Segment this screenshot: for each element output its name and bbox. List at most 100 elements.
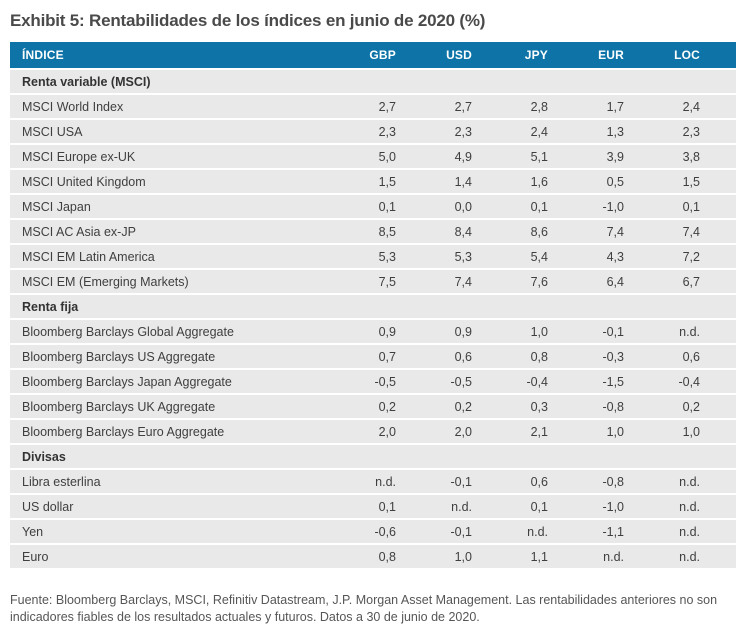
value-cell: -0,1 xyxy=(432,470,508,493)
value-cell: -0,5 xyxy=(432,370,508,393)
value-cell: 7,4 xyxy=(432,270,508,293)
column-header-usd: USD xyxy=(432,42,508,68)
table-row: MSCI AC Asia ex-JP 8,5 8,4 8,6 7,4 7,4 xyxy=(10,220,736,243)
value-cell: 2,3 xyxy=(660,120,736,143)
value-cell: -0,1 xyxy=(584,320,660,343)
value-cell: -1,1 xyxy=(584,520,660,543)
value-cell: -0,3 xyxy=(584,345,660,368)
section-label: Divisas xyxy=(10,445,736,468)
value-cell: -0,8 xyxy=(584,395,660,418)
row-label: Yen xyxy=(10,520,356,543)
value-cell: 2,1 xyxy=(508,420,584,443)
value-cell: 0,2 xyxy=(356,395,432,418)
value-cell: 1,5 xyxy=(660,170,736,193)
value-cell: 2,4 xyxy=(508,120,584,143)
value-cell: 1,5 xyxy=(356,170,432,193)
value-cell: n.d. xyxy=(660,545,736,568)
value-cell: 0,6 xyxy=(432,345,508,368)
row-label: Bloomberg Barclays Euro Aggregate xyxy=(10,420,356,443)
row-label: Bloomberg Barclays Japan Aggregate xyxy=(10,370,356,393)
value-cell: 8,6 xyxy=(508,220,584,243)
column-header-eur: EUR xyxy=(584,42,660,68)
value-cell: 1,0 xyxy=(584,420,660,443)
value-cell: 7,2 xyxy=(660,245,736,268)
table-body: Renta variable (MSCI) MSCI World Index 2,7… xyxy=(10,70,736,568)
value-cell: 0,1 xyxy=(356,195,432,218)
value-cell: 2,4 xyxy=(660,95,736,118)
value-cell: 7,6 xyxy=(508,270,584,293)
value-cell: 1,0 xyxy=(660,420,736,443)
value-cell: n.d. xyxy=(356,470,432,493)
value-cell: 1,7 xyxy=(584,95,660,118)
row-label: Bloomberg Barclays Global Aggregate xyxy=(10,320,356,343)
value-cell: 5,0 xyxy=(356,145,432,168)
value-cell: 8,4 xyxy=(432,220,508,243)
section-label: Renta fija xyxy=(10,295,736,318)
value-cell: 1,3 xyxy=(584,120,660,143)
value-cell: 0,1 xyxy=(660,195,736,218)
value-cell: 1,6 xyxy=(508,170,584,193)
table-row: MSCI Europe ex-UK 5,0 4,9 5,1 3,9 3,8 xyxy=(10,145,736,168)
value-cell: 7,4 xyxy=(584,220,660,243)
table-row: Bloomberg Barclays Japan Aggregate -0,5 -0… xyxy=(10,370,736,393)
value-cell: 0,0 xyxy=(432,195,508,218)
value-cell: -0,6 xyxy=(356,520,432,543)
value-cell: 2,0 xyxy=(432,420,508,443)
table-row: MSCI EM (Emerging Markets) 7,5 7,4 7,6 6,4 6,… xyxy=(10,270,736,293)
table-row: MSCI EM Latin America 5,3 5,3 5,4 4,3 7,2 xyxy=(10,245,736,268)
value-cell: n.d. xyxy=(660,470,736,493)
value-cell: 2,3 xyxy=(432,120,508,143)
row-label: Bloomberg Barclays UK Aggregate xyxy=(10,395,356,418)
value-cell: 5,4 xyxy=(508,245,584,268)
value-cell: n.d. xyxy=(432,495,508,518)
value-cell: 0,7 xyxy=(356,345,432,368)
value-cell: 7,5 xyxy=(356,270,432,293)
value-cell: 6,7 xyxy=(660,270,736,293)
value-cell: 0,6 xyxy=(660,345,736,368)
value-cell: n.d. xyxy=(660,520,736,543)
row-label: MSCI USA xyxy=(10,120,356,143)
table-row: MSCI USA 2,3 2,3 2,4 1,3 2,3 xyxy=(10,120,736,143)
value-cell: 3,9 xyxy=(584,145,660,168)
row-label: Bloomberg Barclays US Aggregate xyxy=(10,345,356,368)
value-cell: 0,6 xyxy=(508,470,584,493)
value-cell: 5,1 xyxy=(508,145,584,168)
row-label: MSCI EM Latin America xyxy=(10,245,356,268)
section-header-row: Renta fija xyxy=(10,295,736,318)
value-cell: 2,7 xyxy=(432,95,508,118)
value-cell: 2,0 xyxy=(356,420,432,443)
value-cell: 1,1 xyxy=(508,545,584,568)
column-header-indice: ÍNDICE xyxy=(10,42,356,68)
row-label: MSCI Japan xyxy=(10,195,356,218)
table-row: MSCI United Kingdom 1,5 1,4 1,6 0,5 1,5 xyxy=(10,170,736,193)
value-cell: -0,5 xyxy=(356,370,432,393)
value-cell: -0,4 xyxy=(508,370,584,393)
table-row: US dollar 0,1 n.d. 0,1 -1,0 n.d. xyxy=(10,495,736,518)
value-cell: -0,4 xyxy=(660,370,736,393)
row-label: MSCI World Index xyxy=(10,95,356,118)
value-cell: 0,1 xyxy=(508,195,584,218)
row-label: MSCI EM (Emerging Markets) xyxy=(10,270,356,293)
row-label: Libra esterlina xyxy=(10,470,356,493)
table-row: MSCI Japan 0,1 0,0 0,1 -1,0 0,1 xyxy=(10,195,736,218)
row-label: US dollar xyxy=(10,495,356,518)
value-cell: -1,0 xyxy=(584,195,660,218)
value-cell: 1,4 xyxy=(432,170,508,193)
table-row: Bloomberg Barclays Global Aggregate 0,9 0,… xyxy=(10,320,736,343)
value-cell: 0,1 xyxy=(356,495,432,518)
row-label: MSCI Europe ex-UK xyxy=(10,145,356,168)
value-cell: -1,5 xyxy=(584,370,660,393)
value-cell: n.d. xyxy=(584,545,660,568)
table-row: Bloomberg Barclays US Aggregate 0,7 0,6 0,8… xyxy=(10,345,736,368)
section-header-row: Renta variable (MSCI) xyxy=(10,70,736,93)
value-cell: 2,7 xyxy=(356,95,432,118)
value-cell: 0,8 xyxy=(508,345,584,368)
value-cell: 1,0 xyxy=(508,320,584,343)
section-label: Renta variable (MSCI) xyxy=(10,70,736,93)
value-cell: -0,8 xyxy=(584,470,660,493)
value-cell: 0,9 xyxy=(356,320,432,343)
table-row: Bloomberg Barclays UK Aggregate 0,2 0,2 0,3… xyxy=(10,395,736,418)
value-cell: 0,1 xyxy=(508,495,584,518)
row-label: MSCI AC Asia ex-JP xyxy=(10,220,356,243)
